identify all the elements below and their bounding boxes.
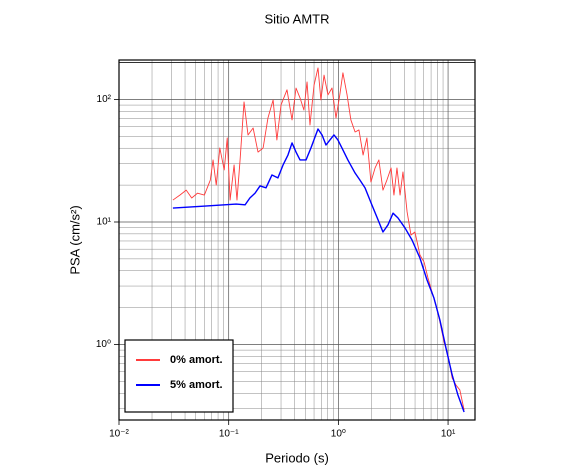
plot-lines bbox=[172, 67, 465, 413]
legend-label: 0% amort. bbox=[170, 354, 223, 366]
y-tick-label: 10¹ bbox=[97, 217, 112, 228]
x-axis-label: Periodo (s) bbox=[265, 450, 329, 465]
y-tick-label: 10² bbox=[97, 94, 112, 105]
x-tick-label: 10⁻¹ bbox=[219, 429, 239, 440]
legend-box bbox=[124, 339, 234, 413]
y-tick-label: 10⁰ bbox=[96, 339, 111, 350]
series-line bbox=[172, 67, 465, 411]
series-line bbox=[172, 128, 465, 413]
y-axis-label: PSA (cm/s²) bbox=[67, 205, 82, 274]
x-tick-label: 10⁰ bbox=[331, 429, 346, 440]
x-tick-label: 10⁻² bbox=[109, 429, 129, 440]
plot-frame bbox=[118, 59, 476, 421]
x-tick-label: 10¹ bbox=[441, 429, 456, 440]
legend-label: 5% amort. bbox=[170, 379, 223, 391]
chart-title: Sitio AMTR bbox=[264, 11, 329, 26]
legend: 0% amort. 5% amort. bbox=[124, 339, 234, 413]
